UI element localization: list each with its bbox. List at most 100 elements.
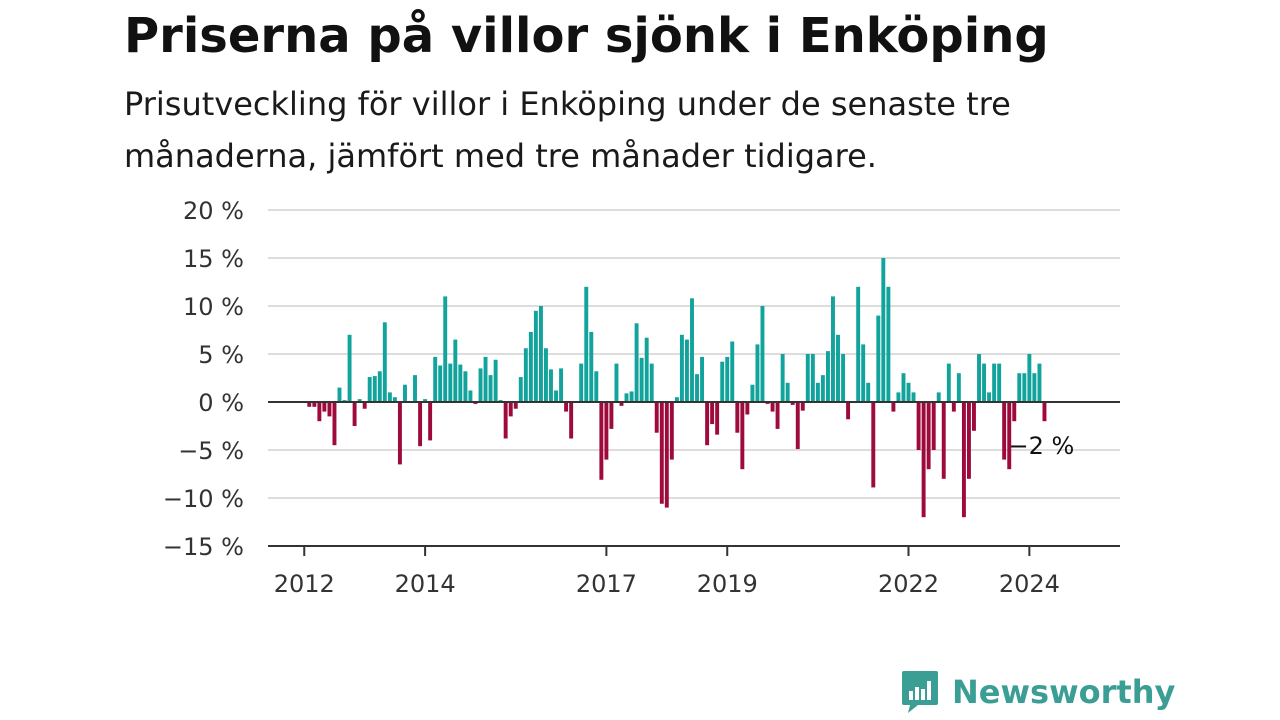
bar (977, 354, 981, 402)
bar (594, 371, 599, 402)
bar (700, 356, 704, 402)
bar (690, 298, 694, 402)
bar (604, 402, 609, 460)
bar (866, 382, 871, 402)
bar (800, 402, 805, 411)
bar (483, 356, 488, 402)
bar (992, 363, 997, 402)
bar (584, 286, 589, 402)
bar (614, 363, 619, 402)
bar (916, 402, 921, 450)
bar (831, 296, 835, 402)
bar (695, 374, 699, 402)
bar (493, 359, 498, 402)
bar (518, 377, 523, 402)
bar (503, 402, 508, 439)
bar (876, 315, 881, 402)
bar (438, 365, 443, 402)
bar (423, 399, 428, 402)
bar (523, 348, 528, 402)
bar (931, 402, 936, 450)
bar (528, 331, 533, 402)
y-tick-label: −10 % (163, 485, 244, 513)
bar (911, 392, 916, 402)
bar (629, 391, 634, 402)
bar (820, 375, 825, 402)
bar (785, 382, 790, 402)
bar (956, 373, 961, 402)
bar (1002, 402, 1007, 460)
bar (634, 323, 639, 402)
bar (624, 393, 629, 402)
bar (654, 402, 659, 433)
bar (569, 402, 574, 439)
bar (579, 363, 584, 402)
bar (861, 344, 866, 402)
bar (836, 334, 840, 402)
bar (815, 382, 820, 402)
bar (1042, 402, 1047, 422)
bar (946, 363, 951, 402)
bar (805, 354, 810, 402)
bar (418, 402, 423, 447)
bar (826, 351, 830, 402)
bar (679, 334, 684, 402)
brand-logo: Newsworthy (900, 668, 1175, 716)
bar (871, 402, 876, 488)
x-tick-label: 2019 (697, 570, 758, 598)
y-tick-label: 20 % (183, 197, 244, 225)
bar (609, 402, 614, 429)
bar (881, 258, 886, 402)
bar (619, 402, 624, 406)
bar (705, 402, 710, 446)
bar (790, 402, 795, 405)
bar (322, 402, 327, 412)
bar (936, 392, 941, 402)
bar (971, 402, 976, 431)
bar (921, 402, 926, 518)
bar (312, 402, 317, 407)
bar (730, 341, 735, 402)
bar (886, 286, 891, 402)
brand-name: Newsworthy (952, 673, 1176, 711)
bar (357, 399, 362, 402)
bar (841, 354, 846, 402)
bar (735, 402, 740, 433)
bar (770, 402, 775, 412)
bar (453, 339, 458, 402)
bar (337, 387, 342, 402)
bar (961, 402, 966, 518)
bar (644, 337, 649, 402)
bar (317, 402, 322, 422)
bar (710, 402, 715, 425)
bar (745, 402, 750, 415)
bar (367, 377, 372, 402)
bar (1007, 402, 1012, 470)
bar (941, 402, 946, 479)
bar (403, 384, 407, 402)
bar (740, 402, 745, 470)
bar (458, 364, 463, 402)
bar (664, 402, 669, 508)
bar (891, 402, 896, 412)
bar (347, 334, 352, 402)
bar (720, 361, 725, 402)
y-tick-label: −15 % (163, 533, 244, 561)
x-tick-label: 2017 (576, 570, 637, 598)
bar (1022, 373, 1027, 402)
bar (564, 402, 569, 412)
bar (327, 402, 332, 417)
bar (856, 286, 861, 402)
bar (896, 392, 901, 402)
bar (639, 357, 644, 402)
bar (513, 402, 518, 409)
x-tick-label: 2024 (999, 570, 1060, 598)
bar (549, 369, 553, 402)
bar (760, 306, 765, 402)
bar (372, 376, 377, 402)
bar (362, 402, 367, 409)
bar (951, 402, 956, 412)
bar (397, 402, 402, 465)
y-tick-label: 5 % (198, 341, 244, 369)
